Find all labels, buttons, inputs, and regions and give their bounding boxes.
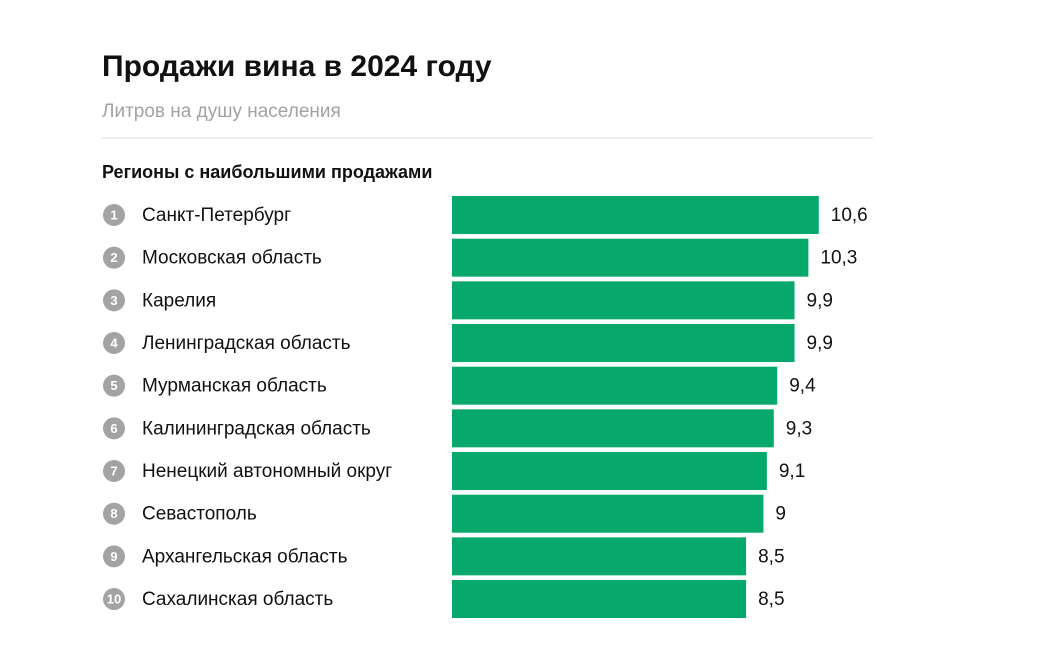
rank-badge xyxy=(103,588,125,611)
bar xyxy=(452,580,747,619)
value-label: 9 xyxy=(775,504,786,525)
rank-label: 4 xyxy=(110,335,118,350)
chart-subtitle: Литров на душу населения xyxy=(102,101,341,122)
bar xyxy=(452,324,795,363)
rank-badge xyxy=(103,332,125,355)
chart-title: Продажи вина в 2024 году xyxy=(102,50,492,83)
rank-badge xyxy=(103,545,125,568)
rank-label: 3 xyxy=(110,293,117,308)
bar xyxy=(452,366,778,405)
bar xyxy=(452,537,747,576)
category-label: Ленинградская область xyxy=(142,333,351,354)
rank-badge xyxy=(103,417,125,440)
bar xyxy=(452,409,774,448)
rank-badge xyxy=(103,204,125,226)
rank-badge xyxy=(103,502,125,525)
value-label: 8,5 xyxy=(758,589,784,610)
rank-label: 9 xyxy=(110,549,117,564)
rank-label: 6 xyxy=(110,421,117,436)
bar xyxy=(452,238,809,277)
value-label: 9,3 xyxy=(786,418,812,439)
category-label: Архангельская область xyxy=(142,546,348,567)
category-label: Севастополь xyxy=(142,504,257,525)
bar xyxy=(452,452,767,491)
rank-label: 1 xyxy=(110,207,117,222)
rank-badge xyxy=(103,246,125,269)
rank-label: 2 xyxy=(110,250,117,265)
category-label: Калининградская область xyxy=(142,418,371,439)
category-label: Ненецкий автономный округ xyxy=(142,461,392,482)
rank-badge xyxy=(103,460,125,483)
category-label: Московская область xyxy=(142,248,322,269)
rank-badge xyxy=(103,289,125,312)
value-label: 9,4 xyxy=(789,376,816,397)
category-label: Карелия xyxy=(142,290,216,311)
rank-label: 7 xyxy=(110,463,117,478)
rank-label: 5 xyxy=(110,378,117,393)
rank-label: 10 xyxy=(107,591,121,606)
category-label: Сахалинская область xyxy=(142,589,333,610)
section-title: Регионы с наибольшими продажами xyxy=(102,162,432,182)
rank-label: 8 xyxy=(110,506,117,521)
bar xyxy=(452,494,764,533)
rank-badge xyxy=(103,374,125,397)
value-label: 9,9 xyxy=(807,333,833,354)
value-label: 9,9 xyxy=(807,290,833,311)
value-label: 10,6 xyxy=(831,205,868,226)
value-label: 8,5 xyxy=(758,546,784,567)
category-label: Мурманская область xyxy=(142,376,327,397)
value-label: 10,3 xyxy=(820,248,857,269)
bar xyxy=(452,196,819,234)
category-label: Санкт-Петербург xyxy=(142,205,291,226)
bar xyxy=(452,281,795,320)
value-label: 9,1 xyxy=(779,461,805,482)
